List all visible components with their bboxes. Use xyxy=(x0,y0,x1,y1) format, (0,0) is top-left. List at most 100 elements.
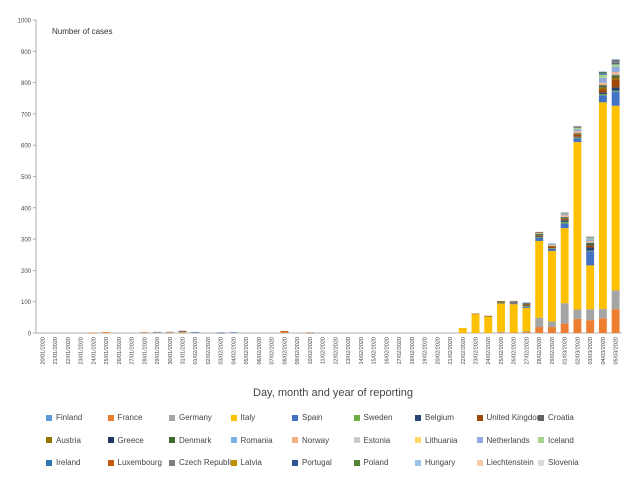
bar-segment-germany xyxy=(191,332,200,333)
y-axis: 0 100 200 300 400 500 600 700 800 900 1000 xyxy=(18,19,37,338)
bar-segment-lithuania xyxy=(535,233,544,234)
x-tick-label: 29/02/2020 xyxy=(550,337,556,365)
bar-segment-greece xyxy=(586,244,595,245)
bar-segment-norway xyxy=(586,240,595,243)
bar-segment-netherlands xyxy=(522,302,531,303)
legend-item: Estonia xyxy=(353,436,390,445)
x-tick-label: 25/02/2020 xyxy=(499,337,505,365)
bar-segment-sweden xyxy=(598,94,607,96)
legend-swatch xyxy=(415,414,421,421)
y-tick-label: 400 xyxy=(21,206,32,212)
legend-item: Ireland xyxy=(46,458,80,467)
bar-segment-denmark xyxy=(586,242,595,245)
bar-segment-united-kingdom xyxy=(280,331,289,332)
x-tick-label: 26/01/2020 xyxy=(117,337,123,365)
x-tick-label: 02/02/2020 xyxy=(206,337,212,365)
legend-item: Liechtenstein xyxy=(476,458,534,467)
bar-segment-united-kingdom xyxy=(547,246,556,249)
legend-swatch xyxy=(107,459,114,466)
bar-segment-austria xyxy=(547,245,556,247)
bar-segment-sweden xyxy=(497,302,505,304)
x-tick-label: 08/02/2020 xyxy=(282,337,288,365)
bar-segment-spain xyxy=(509,303,518,305)
bar-segment-spain xyxy=(573,138,582,143)
bar-segment-france xyxy=(497,332,505,333)
bar-segment-united-kingdom xyxy=(573,134,582,137)
x-tick-label: 05/03/2020 xyxy=(614,337,620,365)
legend-item: Netherlands xyxy=(476,435,530,445)
legend-swatch xyxy=(476,414,483,421)
bar-segment-poland xyxy=(598,71,607,73)
bar-segment-croatia xyxy=(535,235,544,236)
bar-segment-norway xyxy=(509,300,518,302)
bar-segment-greece xyxy=(611,76,620,78)
bar-segment-hungary xyxy=(598,71,607,72)
bar-segment-romania xyxy=(573,132,582,134)
bar-segment-sweden xyxy=(611,90,620,92)
bar-segment-czech-republic xyxy=(586,237,595,238)
bar-segment-denmark xyxy=(573,132,582,134)
bar-segment-italy xyxy=(611,105,620,291)
bar-segment-iceland xyxy=(560,213,569,215)
legend-item: Sweden xyxy=(353,413,393,422)
x-tick-label: 21/01/2020 xyxy=(53,337,59,365)
bar-segment-portugal xyxy=(573,126,582,128)
bar-segment-sweden xyxy=(586,250,595,252)
x-tick-label: 17/02/2020 xyxy=(397,337,403,365)
bar-segment-spain xyxy=(191,332,200,333)
bar-segment-austria xyxy=(598,87,607,90)
bar-segment-united-kingdom xyxy=(471,313,480,315)
bar-segment-germany xyxy=(140,332,149,333)
bar-segment-italy xyxy=(497,303,505,332)
bar-segment-netherlands xyxy=(611,66,620,72)
bar-segment-iceland xyxy=(535,232,544,234)
bar-segment-germany xyxy=(522,331,531,333)
bar-segment-spain xyxy=(178,331,187,333)
legend-swatch xyxy=(476,459,483,466)
x-tick-label: 22/02/2020 xyxy=(461,337,467,365)
bar-segment-portugal xyxy=(598,72,607,73)
legend-swatch xyxy=(538,459,544,466)
legend-item: Slovenia xyxy=(538,458,579,467)
bar-segment-united-kingdom xyxy=(560,219,569,221)
bar-segment-estonia xyxy=(598,82,607,84)
bar-segment-belgium xyxy=(216,332,225,334)
bar-segment-slovenia xyxy=(598,71,607,72)
y-tick-label: 100 xyxy=(21,300,32,306)
bar-segment-netherlands xyxy=(560,214,569,216)
legend-label: Croatia xyxy=(548,413,574,422)
legend-label: Lithuania xyxy=(425,435,458,445)
legend-item: Iceland xyxy=(538,436,574,445)
bar-segment-denmark xyxy=(522,302,531,304)
bar-segment-iceland xyxy=(573,127,582,130)
legend-swatch xyxy=(107,414,114,421)
bar-segment-united-kingdom xyxy=(522,305,531,307)
x-tick-label: 19/02/2020 xyxy=(423,337,429,365)
x-tick-label: 21/02/2020 xyxy=(448,337,454,365)
bar-segment-belgium xyxy=(573,136,582,138)
bar-segment-germany xyxy=(535,317,544,328)
legend-swatch xyxy=(46,437,52,443)
legend-label: Liechtenstein xyxy=(486,458,534,467)
x-tick-label: 11/02/2020 xyxy=(321,337,327,364)
legend-swatch xyxy=(107,437,114,443)
bar-segment-belgium xyxy=(586,247,595,251)
legend-item: Luxembourg xyxy=(107,458,162,467)
bar-segment-italy xyxy=(509,304,518,333)
y-tick-label: 700 xyxy=(21,112,32,118)
bar-segment-denmark xyxy=(535,234,544,235)
bar-segment-austria xyxy=(560,217,569,220)
legend-label: Netherlands xyxy=(486,435,530,445)
x-tick-label: 28/02/2020 xyxy=(537,337,543,365)
bar-segment-greece xyxy=(522,303,531,304)
legend-swatch xyxy=(292,437,298,443)
x-tick-label: 10/02/2020 xyxy=(308,337,314,365)
legend-label: Sweden xyxy=(363,413,393,422)
legend-swatch xyxy=(230,459,237,466)
bar-segment-belgium xyxy=(535,236,544,238)
bar-segment-italy xyxy=(586,265,595,310)
bar-segment-greece xyxy=(535,234,544,236)
x-tick-label: 23/01/2020 xyxy=(79,337,85,365)
bar-segment-austria xyxy=(509,301,518,303)
bar-segment-sweden xyxy=(560,221,569,224)
